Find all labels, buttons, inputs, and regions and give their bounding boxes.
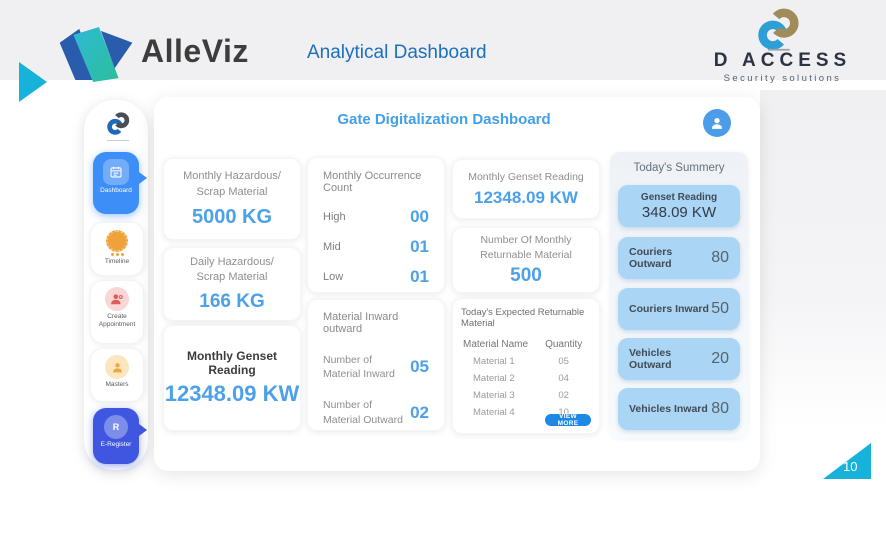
card-material-io: Material Inward outward Number of Materi… <box>307 299 445 431</box>
table-cell: Material 2 <box>473 373 515 384</box>
sidebar-item-label: Masters <box>105 381 129 388</box>
sidebar-item-label: E-Register <box>100 441 132 448</box>
brand-name: AlleViz <box>141 33 249 69</box>
card-value: 5000 KG <box>191 205 273 228</box>
card-value: 12348.09 KW <box>164 381 300 406</box>
sidebar-item-label: Timeline <box>104 258 130 265</box>
table-cell: 02 <box>558 390 569 401</box>
material-io-row: Number of Material Outward 02 <box>323 399 429 426</box>
sidebar-item-masters[interactable]: Masters <box>90 348 144 402</box>
occurrence-row: Low 01 <box>323 267 429 286</box>
card-returnable-material: Number Of Monthly Returnable Material 50… <box>452 227 600 293</box>
timeline-dots-icon <box>91 253 143 256</box>
summary-row-vehicles-outward: Vehicles Outward 20 <box>618 338 740 380</box>
summary-row-couriers-inward: Couriers Inward 50 <box>618 288 740 330</box>
table-col-header: Material Name <box>463 339 529 350</box>
sidebar-item-create-appointment[interactable]: Create Appointment <box>90 280 144 344</box>
todays-summary-panel: Today's Summery Genset Reading 348.09 KW… <box>610 152 748 438</box>
card-value: 500 <box>510 264 542 286</box>
occurrence-row: Mid 01 <box>323 237 429 256</box>
e-register-icon: R <box>104 415 128 439</box>
table-cell: 05 <box>558 356 569 367</box>
card-occurrence-count: Monthly Occurrence Count High 00 Mid 01 … <box>307 157 445 293</box>
partner-name: D ACCESS <box>713 50 852 71</box>
sidebar-item-e-register[interactable]: R E-Register <box>93 408 139 464</box>
table-cell: 10 <box>558 407 569 418</box>
user-icon <box>712 118 722 129</box>
card-title: Monthly Occurrence Count <box>323 170 422 194</box>
occurrence-row: High 00 <box>323 207 429 226</box>
view-more-button[interactable]: VIEW MORE <box>545 413 591 427</box>
summary-genset-card: Genset Reading 348.09 KW <box>618 185 740 227</box>
dashboard-icon <box>103 159 129 185</box>
left-arrow-decoration <box>19 62 47 102</box>
card-monthly-genset-large: Monthly Genset Reading 12348.09 KW <box>163 325 301 431</box>
card-label: Daily Hazardous/ Scrap Material <box>190 255 274 283</box>
summary-row-vehicles-inward: Vehicles Inward 80 <box>618 388 740 430</box>
right-background <box>760 90 886 430</box>
card-value: 166 KG <box>199 291 265 313</box>
partner-tagline: Security solutions <box>723 73 842 84</box>
page-title: Analytical Dashboard <box>307 42 487 63</box>
summary-title: Today's Summery <box>633 162 725 174</box>
header-band <box>0 0 886 80</box>
card-label: Monthly Genset Reading <box>468 170 584 183</box>
card-label: Number Of Monthly Returnable Material <box>480 234 572 261</box>
summary-row-couriers-outward: Couriers Outward 80 <box>618 237 740 279</box>
sidebar-logo-icon <box>107 112 130 135</box>
card-value: 12348.09 KW <box>474 188 578 208</box>
table-col-header: Quantity <box>545 339 583 350</box>
sidebar-divider <box>107 140 129 141</box>
table-title: Today's Expected Returnable Material <box>461 307 585 329</box>
dashboard-title: Gate Digitalization Dashboard <box>337 111 551 128</box>
timeline-icon <box>106 230 128 252</box>
user-avatar[interactable] <box>703 109 731 137</box>
dashboard-panel: Gate Digitalization Dashboard Monthly Ha… <box>154 97 760 471</box>
table-cell: 04 <box>558 373 569 384</box>
card-daily-hazardous: Daily Hazardous/ Scrap Material 166 KG <box>163 247 301 321</box>
alleviz-logo-icon <box>59 26 133 82</box>
card-label: Monthly Genset Reading <box>186 349 277 377</box>
card-expected-returnable: Today's Expected Returnable Material Mat… <box>452 298 600 434</box>
table-cell: Material 1 <box>473 356 515 367</box>
card-label: Monthly Hazardous/ Scrap Material <box>183 170 281 198</box>
page-corner-decoration <box>823 443 871 479</box>
page-number: 10 <box>843 459 858 474</box>
table-cell: Material 4 <box>473 407 515 418</box>
active-tail <box>139 424 147 436</box>
sidebar-item-dashboard[interactable]: Dashboard <box>93 152 139 214</box>
daccess-logo-icon <box>758 8 799 51</box>
sidebar-item-label: Create Appointment <box>98 313 136 329</box>
active-tail <box>139 172 147 184</box>
sidebar-item-timeline[interactable]: Timeline <box>90 222 144 276</box>
create-appointment-icon <box>105 287 129 311</box>
table-cell: Material 3 <box>473 390 515 401</box>
card-monthly-hazardous: Monthly Hazardous/ Scrap Material 5000 K… <box>163 158 301 240</box>
card-monthly-genset: Monthly Genset Reading 12348.09 KW <box>452 159 600 219</box>
card-title: Material Inward outward <box>323 311 399 335</box>
masters-icon <box>105 355 129 379</box>
material-io-row: Number of Material Inward 05 <box>323 354 429 381</box>
sidebar-item-label: Dashboard <box>100 187 132 194</box>
